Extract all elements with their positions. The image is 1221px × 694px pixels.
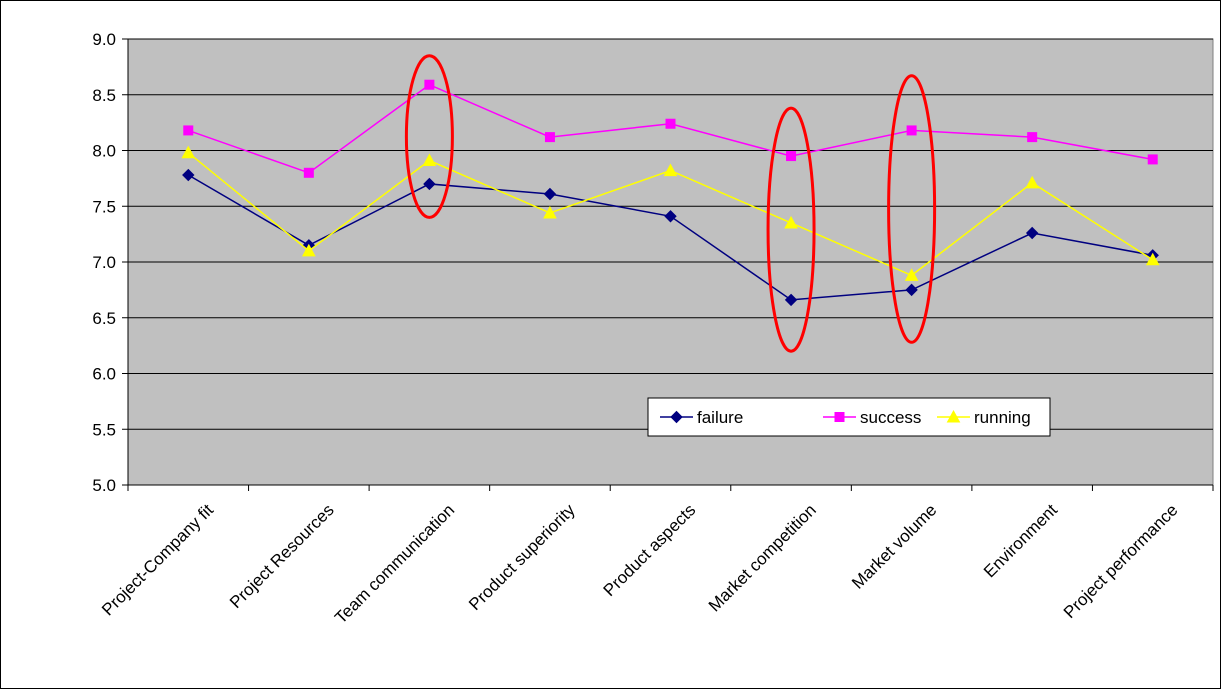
y-tick-label: 6.0	[92, 365, 116, 384]
data-point	[182, 168, 195, 182]
data-point	[906, 125, 917, 136]
data-point	[1025, 175, 1040, 189]
data-point	[423, 177, 436, 191]
data-point	[784, 293, 798, 307]
series-success	[183, 79, 1158, 178]
y-tick-label: 8.5	[92, 86, 116, 105]
gridlines	[128, 38, 1213, 430]
legend-marker	[946, 409, 961, 423]
highlight-ellipse	[404, 54, 454, 219]
legend-label: failure	[697, 408, 743, 427]
data-point	[1145, 252, 1160, 266]
data-point	[664, 210, 677, 223]
data-point	[1027, 132, 1038, 143]
data-point	[786, 151, 797, 162]
data-point	[543, 187, 557, 201]
data-point	[422, 153, 437, 167]
y-tick-label: 5.0	[92, 476, 116, 495]
legend-marker	[834, 412, 845, 422]
y-tick-label: 8.0	[92, 142, 116, 161]
data-point	[424, 79, 435, 90]
highlight-ellipse	[766, 106, 816, 353]
data-point	[181, 145, 196, 159]
data-point	[183, 125, 194, 136]
legend-label: running	[974, 408, 1031, 427]
y-tick-label: 7.5	[92, 197, 116, 216]
annotation-layer	[404, 54, 937, 353]
data-point	[544, 132, 555, 143]
data-point	[904, 268, 919, 281]
data-point	[663, 163, 678, 177]
data-point	[1025, 226, 1039, 240]
series-layer	[181, 79, 1160, 307]
data-point	[1147, 154, 1158, 165]
data-point	[784, 215, 798, 229]
highlight-ellipse	[887, 74, 937, 344]
y-tick-label: 6.5	[92, 309, 116, 328]
data-point	[303, 167, 314, 178]
data-point	[301, 243, 316, 257]
legend-label: success	[860, 408, 921, 427]
y-tick-label: 5.5	[92, 420, 116, 439]
legend-marker	[670, 410, 683, 424]
legend: failure success running	[647, 397, 1051, 437]
data-point	[905, 283, 918, 297]
series-running	[181, 145, 1160, 281]
data-point	[543, 205, 557, 219]
data-point	[665, 118, 676, 129]
y-tick-label: 9.0	[92, 30, 116, 49]
y-tick-label: 7.0	[92, 253, 116, 272]
